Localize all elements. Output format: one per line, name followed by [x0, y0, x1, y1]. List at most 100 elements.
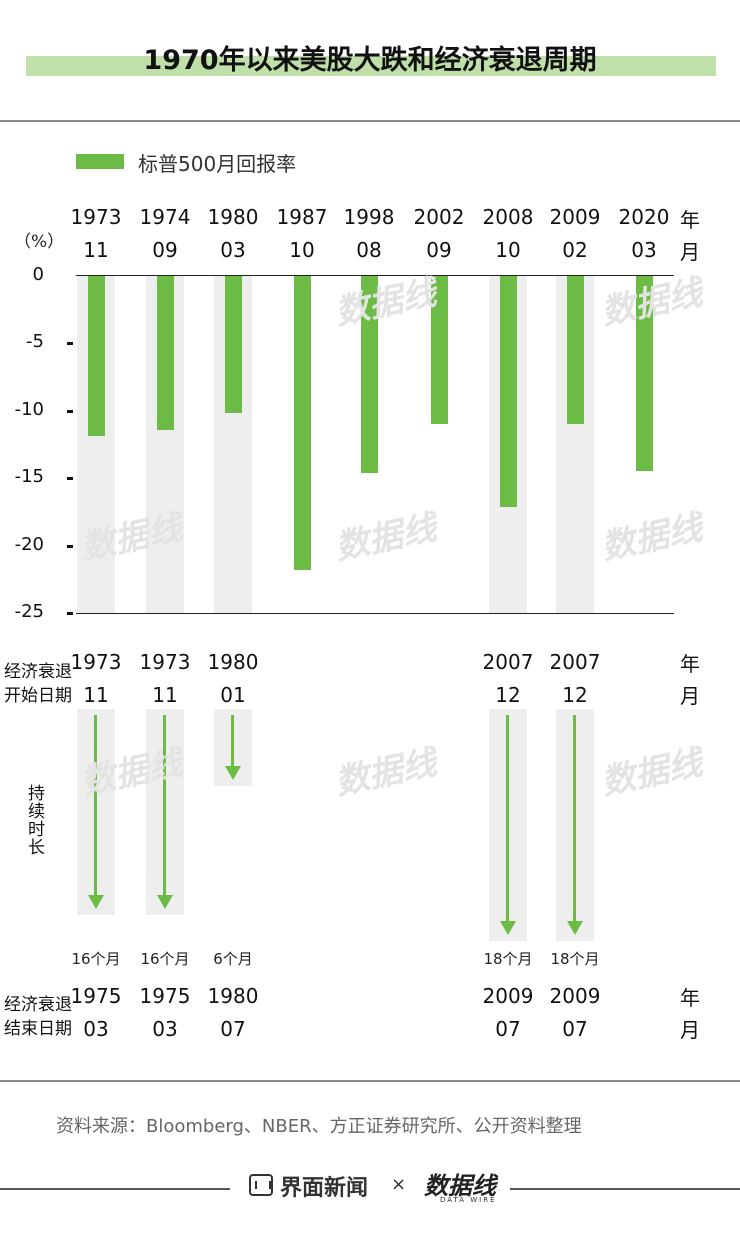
- duration-arrow-shaft: [573, 715, 576, 923]
- y-tick: [67, 409, 73, 413]
- title-highlight-bar: [26, 56, 716, 76]
- category-year: 1973: [70, 205, 122, 229]
- y-tick: [67, 612, 73, 615]
- category-month: 10: [289, 238, 315, 262]
- watermark: 数据线: [331, 507, 440, 569]
- duration-arrow-head: [567, 921, 583, 935]
- y-unit-label: （%）: [14, 232, 65, 252]
- recession-end-label-line2: 结束日期: [4, 1019, 72, 1039]
- y-tick-label: -25: [14, 601, 44, 622]
- recession-end-year: 2009: [549, 984, 601, 1008]
- category-month: 10: [495, 238, 521, 262]
- duration-arrow-shaft: [231, 715, 234, 769]
- bar: [566, 276, 584, 425]
- duration-value: 6个月: [213, 950, 253, 968]
- recession-start-year: 1980: [207, 650, 259, 674]
- duration-label: 持续时长: [28, 784, 45, 858]
- source-note: 资料来源：Bloomberg、NBER、方正证券研究所、公开资料整理: [56, 1116, 582, 1137]
- watermark: 数据线: [331, 742, 440, 804]
- brand-datawire-logo: 数据线: [424, 1172, 496, 1200]
- brand-separator: ×: [391, 1174, 407, 1195]
- category-year: 2002: [413, 205, 465, 229]
- bottom-divider: [0, 1080, 740, 1082]
- duration-arrow-head: [500, 921, 516, 935]
- category-year: 2008: [482, 205, 534, 229]
- bar: [360, 276, 378, 473]
- bar: [224, 276, 242, 414]
- recession-start-year: 2007: [482, 650, 534, 674]
- recession-start-label-line2: 开始日期: [4, 686, 72, 706]
- y-tick-label: -20: [14, 533, 44, 555]
- y-tick-label: 0: [32, 264, 44, 285]
- recession-start-month: 01: [220, 683, 246, 707]
- y-tick-label: -5: [26, 331, 44, 353]
- top-divider: [0, 120, 740, 122]
- y-tick: [67, 342, 73, 346]
- y-tick-label: -15: [14, 466, 44, 488]
- bar: [635, 276, 653, 472]
- recession-end-year: 1975: [139, 984, 191, 1008]
- category-year: 1974: [139, 205, 191, 229]
- duration-arrow-head: [225, 766, 241, 781]
- bar: [430, 276, 448, 425]
- unit-year-top: 年: [680, 208, 700, 232]
- y-tick-label: -10: [14, 398, 44, 420]
- jiemian-logo-icon: [249, 1174, 273, 1196]
- recession-end-month: 03: [152, 1017, 178, 1041]
- category-month: 08: [356, 238, 382, 262]
- category-month: 03: [220, 238, 246, 262]
- recession-start-month: 12: [562, 683, 588, 707]
- recession-start-year: 2007: [549, 650, 601, 674]
- category-month: 03: [631, 238, 657, 262]
- bar: [156, 276, 174, 430]
- category-year: 1980: [207, 205, 259, 229]
- recession-start-label-line1: 经济衰退: [4, 662, 72, 682]
- recession-end-label-line1: 经济衰退: [4, 995, 72, 1015]
- recession-end-month: 07: [220, 1017, 246, 1041]
- bottom-axis-line: [76, 613, 674, 614]
- bar: [499, 276, 517, 507]
- duration-value: 18个月: [550, 950, 600, 968]
- footer-rule-left: [0, 1188, 230, 1190]
- recession-start-month: 12: [495, 683, 521, 707]
- watermark: 数据线: [597, 507, 706, 569]
- duration-arrow-shaft: [506, 715, 509, 923]
- duration-arrow-shaft: [94, 715, 97, 898]
- recession-end-year: 1980: [207, 984, 259, 1008]
- recession-end-year: 1975: [70, 984, 122, 1008]
- y-tick: [67, 544, 73, 548]
- recession-end-month: 07: [562, 1017, 588, 1041]
- category-year: 2020: [618, 205, 670, 229]
- legend-label: 标普500月回报率: [138, 152, 297, 176]
- recession-end-month: 07: [495, 1017, 521, 1041]
- watermark: 数据线: [597, 742, 706, 804]
- category-month: 09: [426, 238, 452, 262]
- recession-start-label: 经济衰退 开始日期: [4, 660, 72, 708]
- recession-end-label: 经济衰退 结束日期: [4, 993, 72, 1041]
- category-month: 09: [152, 238, 178, 262]
- duration-value: 18个月: [483, 950, 533, 968]
- category-month: 02: [562, 238, 588, 262]
- recession-start-month: 11: [152, 683, 178, 707]
- category-month: 11: [83, 238, 109, 262]
- category-year: 1998: [343, 205, 395, 229]
- unit-month-top: 月: [680, 240, 700, 264]
- duration-arrow-head: [157, 895, 173, 910]
- zero-line: [76, 275, 674, 276]
- footer-rule-right: [510, 1188, 740, 1190]
- chart-title: 1970年以来美股大跌和经济衰退周期: [143, 45, 597, 76]
- category-year: 2009: [549, 205, 601, 229]
- brand-jiemian: 界面新闻: [280, 1176, 369, 1201]
- category-year: 1987: [276, 205, 328, 229]
- duration-value: 16个月: [71, 950, 121, 968]
- legend-swatch: [76, 154, 124, 169]
- unit-year-start: 年: [680, 652, 700, 676]
- unit-year-end: 年: [680, 986, 700, 1010]
- recession-end-year: 2009: [482, 984, 534, 1008]
- duration-arrow-shaft: [163, 715, 166, 898]
- recession-start-month: 11: [83, 683, 109, 707]
- y-tick: [67, 477, 73, 481]
- recession-end-month: 03: [83, 1017, 109, 1041]
- duration-value: 16个月: [140, 950, 190, 968]
- recession-start-year: 1973: [139, 650, 191, 674]
